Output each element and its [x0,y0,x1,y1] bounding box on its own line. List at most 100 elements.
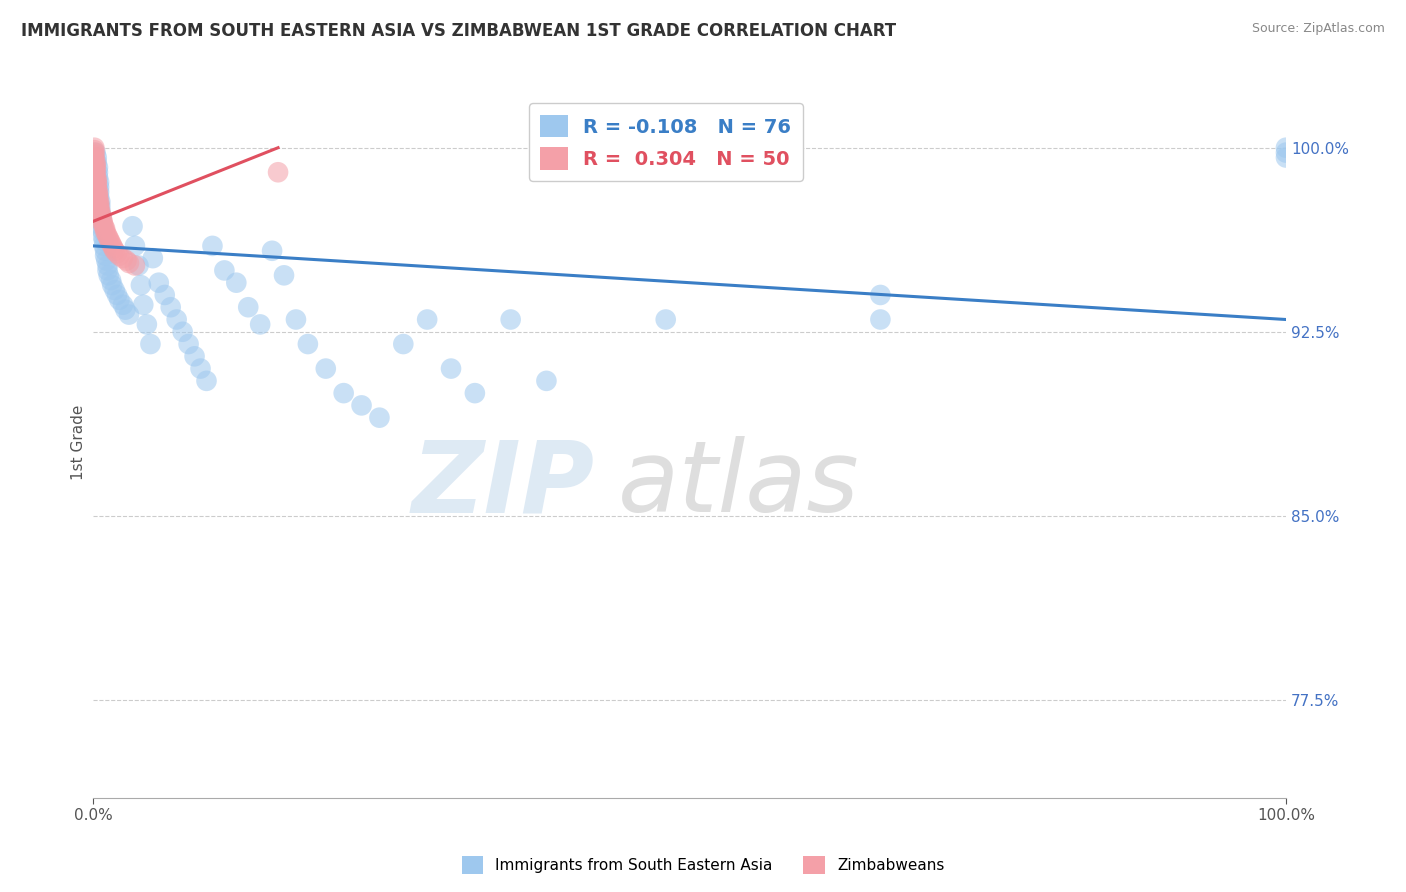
Point [214,263,236,277]
Point [100,273,122,287]
Point [90,210,112,224]
Point [159,300,181,314]
Point [98,234,121,248]
Point [83,145,105,160]
Point [284,312,307,326]
Point [89,200,111,214]
Point [105,288,128,302]
Point [111,298,134,312]
Point [86,155,108,169]
Point [195,374,218,388]
Point [201,239,224,253]
Point [114,302,136,317]
Point [108,293,131,307]
Point [350,398,373,412]
Point [1275,151,1298,165]
Point [148,276,170,290]
Point [499,312,522,326]
Point [128,259,150,273]
Point [1275,141,1298,155]
Point [135,318,157,332]
Point [416,312,439,326]
Text: atlas: atlas [619,436,859,533]
Point [91,214,114,228]
Point [89,202,111,216]
Point [86,175,108,189]
Point [84,161,107,175]
Point [869,288,891,302]
Point [105,246,128,260]
Point [111,251,134,265]
Point [103,241,125,255]
Point [84,158,107,172]
Point [101,239,124,253]
Point [142,251,165,265]
Point [94,244,117,258]
Point [84,155,107,169]
Point [83,143,105,157]
Point [84,145,107,160]
Point [177,337,200,351]
Point [86,172,108,186]
Point [84,170,107,185]
Point [90,219,112,234]
Point [89,180,111,194]
Point [94,249,117,263]
Point [87,161,110,175]
Point [121,219,143,234]
Point [536,374,558,388]
Point [89,204,111,219]
Point [1275,145,1298,160]
Point [83,151,105,165]
Text: IMMIGRANTS FROM SOUTH EASTERN ASIA VS ZIMBABWEAN 1ST GRADE CORRELATION CHART: IMMIGRANTS FROM SOUTH EASTERN ASIA VS ZI… [21,22,896,40]
Point [129,278,152,293]
Point [87,190,110,204]
Point [96,229,118,244]
Point [84,162,107,177]
Point [96,259,118,273]
Point [440,361,463,376]
Point [249,318,271,332]
Point [96,253,118,268]
Point [94,224,117,238]
Point [183,349,205,363]
Point [87,185,110,199]
Point [118,308,141,322]
Point [84,165,107,179]
Point [273,268,295,283]
Legend: R = -0.108   N = 76, R =  0.304   N = 50: R = -0.108 N = 76, R = 0.304 N = 50 [529,103,803,181]
Y-axis label: 1st Grade: 1st Grade [72,405,86,480]
Point [83,148,105,162]
Point [91,229,114,244]
Point [86,151,108,165]
Point [86,180,108,194]
Point [87,192,110,206]
Point [91,217,114,231]
Point [87,187,110,202]
Point [89,200,111,214]
Point [84,168,107,182]
Point [118,256,141,270]
Point [190,361,212,376]
Point [91,224,114,238]
Point [267,165,290,179]
Point [392,337,415,351]
Point [90,214,112,228]
Point [90,210,112,224]
Point [332,386,354,401]
Point [166,312,188,326]
Point [96,263,118,277]
Point [464,386,486,401]
Point [368,410,391,425]
Point [153,288,176,302]
Point [89,207,111,221]
Point [315,361,337,376]
Point [104,283,127,297]
Point [100,236,122,251]
Point [89,190,111,204]
Point [89,197,111,211]
Point [97,268,120,283]
Point [93,219,115,234]
Text: ZIP: ZIP [411,436,595,533]
Point [87,165,110,179]
